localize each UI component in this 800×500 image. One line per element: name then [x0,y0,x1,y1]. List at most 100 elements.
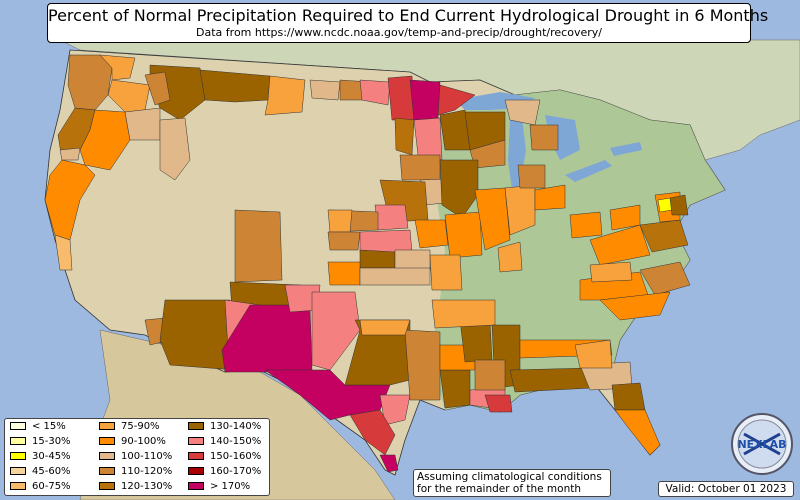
drought-region [439,369,471,409]
legend-swatch [188,467,204,475]
drought-region [99,54,136,81]
legend-label: 15-30% [32,436,71,447]
legend-item: 150-160% [188,451,261,463]
legend-label: 140-150% [210,436,262,447]
drought-region [399,154,441,181]
drought-region [404,329,441,401]
drought-region [534,184,566,211]
map-title: Percent of Normal Precipitation Required… [48,6,769,25]
legend-item: 140-150% [188,436,261,448]
drought-region [574,339,613,369]
legend-swatch [10,452,26,460]
legend-swatch [99,467,115,475]
drought-region [379,454,399,473]
legend: < 15% 15-30% 30-45% 45-60% 60-75% 75-90% 90-10… [4,418,270,496]
drought-region [599,291,671,321]
legend-label: 130-140% [210,421,262,432]
drought-region [414,219,449,249]
legend-item: 60-75% [10,481,71,493]
legend-item: 15-30% [10,436,71,448]
legend-swatch [188,422,204,430]
legend-item: 90-100% [99,436,166,448]
drought-region [474,359,506,391]
legend-item: 45-60% [10,466,71,478]
title-box: Percent of Normal Precipitation Required… [47,3,769,43]
drought-region [159,299,236,371]
note-line-1: Assuming climatological conditions [417,471,602,483]
legend-label: 150-160% [210,451,262,462]
assumption-note: Assuming climatological conditions for t… [413,469,611,497]
legend-label: 45-60% [32,466,71,477]
drought-region [159,117,191,181]
drought-region [431,299,496,329]
lake-ontario [610,142,642,156]
drought-region [529,124,559,151]
drought-region [359,229,413,253]
legend-swatch [188,482,204,490]
legend-item: 130-140% [188,421,261,433]
legend-swatch [99,437,115,445]
drought-region [437,84,476,116]
drought-region [413,117,443,161]
drought-region [639,219,689,253]
legend-swatch [99,482,115,490]
drought-region [327,231,361,251]
logo-text: NEXLAB [737,438,786,451]
legend-swatch [10,437,26,445]
drought-region [349,409,396,456]
legend-item: 75-90% [99,421,160,433]
legend-label: 120-130% [121,481,173,492]
valid-date: Valid: October 01 2023 [658,481,794,497]
legend-item: 30-45% [10,451,71,463]
drought-region [509,367,593,393]
drought-region [311,291,361,371]
lake-erie [565,160,612,182]
legend-swatch [10,422,26,430]
drought-region [429,254,463,291]
nexlab-globe-logo: NEXLAB [731,413,793,475]
drought-region [497,241,523,273]
drought-region [394,249,431,271]
drought-region [327,261,361,286]
drought-region [611,382,646,411]
drought-region [359,319,411,336]
legend-swatch [188,437,204,445]
legend-item: 100-110% [99,451,172,463]
drought-region [199,69,271,103]
legend-swatch [99,452,115,460]
drought-region [144,71,171,106]
drought-region [359,267,431,286]
drought-region [669,194,689,216]
drought-region [234,209,283,283]
drought-region [517,164,546,189]
legend-label: 60-75% [32,481,71,492]
drought-region [374,204,409,231]
drought-region [589,261,633,283]
drought-region [609,204,641,231]
map-subtitle: Data from https://www.ncdc.noaa.gov/temp… [196,26,602,39]
legend-label: 75-90% [121,421,160,432]
legend-swatch [10,482,26,490]
legend-item: 160-170% [188,466,261,478]
drought-region [639,261,691,296]
legend-swatch [10,467,26,475]
legend-label: 160-170% [210,466,262,477]
drought-region [59,147,81,161]
legend-swatch [188,452,204,460]
drought-region [359,249,396,269]
legend-label: > 170% [210,481,251,492]
legend-label: 90-100% [121,436,166,447]
drought-region [439,159,479,219]
drought-region [444,211,483,259]
drought-region [409,79,441,121]
drought-region [359,79,391,106]
drought-region [309,79,341,101]
drought-region [484,394,513,413]
drought-region [569,211,603,239]
legend-label: 110-120% [121,466,173,477]
legend-item: 120-130% [99,481,172,493]
drought-region [54,234,73,271]
legend-item: < 15% [10,421,66,433]
drought-region [657,197,673,213]
drought-region [589,224,651,266]
